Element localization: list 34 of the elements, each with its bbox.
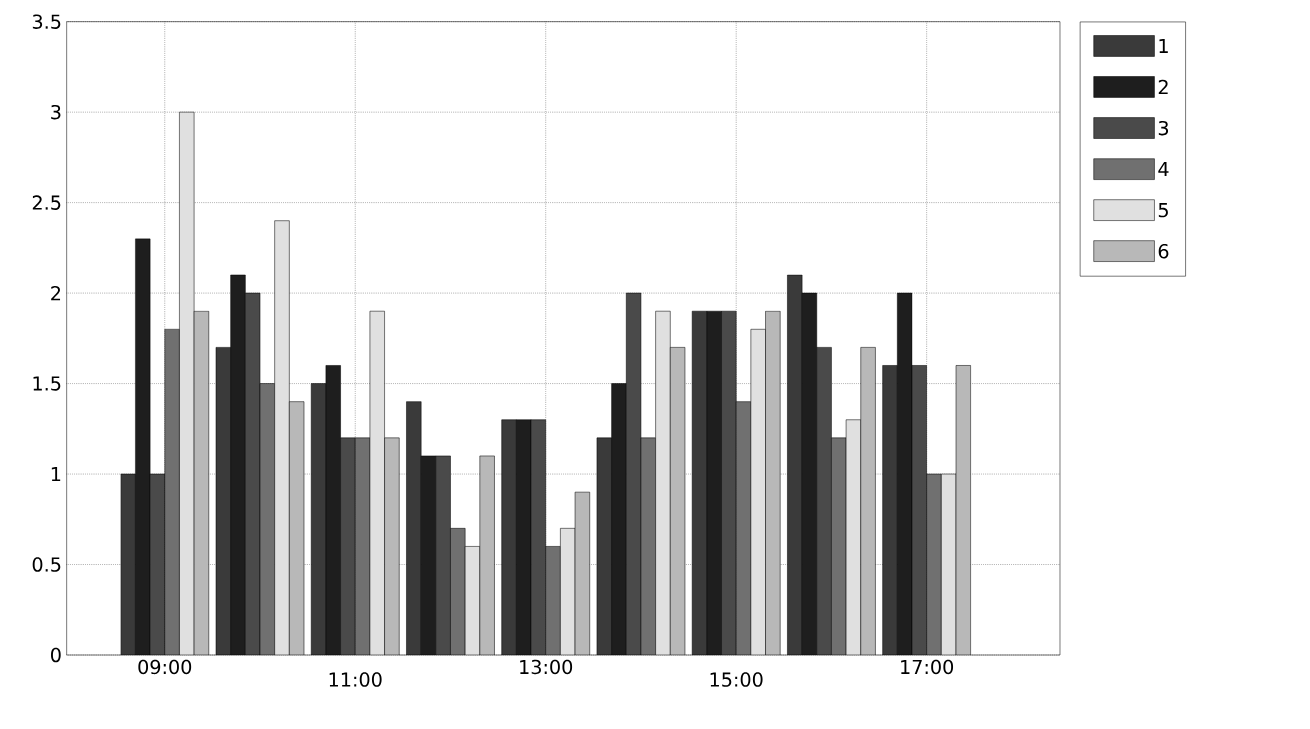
bar xyxy=(721,310,737,655)
bar xyxy=(545,546,561,655)
y-tick-label: 3.5 xyxy=(32,14,61,29)
bar xyxy=(230,274,246,655)
bar xyxy=(926,473,942,655)
x-tick-label: 11:00 xyxy=(329,672,382,687)
bar xyxy=(164,329,180,655)
legend-label: 3 xyxy=(1158,120,1169,136)
legend-label: 1 xyxy=(1159,38,1168,53)
legend-label: 4 xyxy=(1158,162,1169,177)
bar xyxy=(340,437,356,655)
bar xyxy=(611,383,627,655)
x-tick-label: 15:00 xyxy=(710,672,763,687)
y-tick-label: 0 xyxy=(51,647,61,663)
y-tick-label: 1.5 xyxy=(33,376,61,391)
bar xyxy=(479,455,495,655)
y-tick-label: 2.5 xyxy=(32,195,61,210)
bar xyxy=(435,455,451,655)
legend-label: 2 xyxy=(1158,79,1168,95)
y-tick-label: 2 xyxy=(51,285,61,301)
y-tick-label: 1 xyxy=(51,467,61,482)
x-tick-label: 17:00 xyxy=(901,659,954,675)
x-tick-label: 09:00 xyxy=(138,659,192,675)
x-tick-label: 13:00 xyxy=(520,659,573,675)
legend-label: 5 xyxy=(1158,203,1168,218)
bar xyxy=(860,347,876,655)
legend-label: 6 xyxy=(1158,243,1169,259)
y-tick-label: 0.5 xyxy=(32,557,61,572)
bar xyxy=(655,310,671,655)
bar xyxy=(274,220,290,655)
y-tick-label: 3 xyxy=(51,104,61,120)
bar xyxy=(816,347,832,655)
bar xyxy=(384,437,400,655)
bar xyxy=(765,310,781,655)
